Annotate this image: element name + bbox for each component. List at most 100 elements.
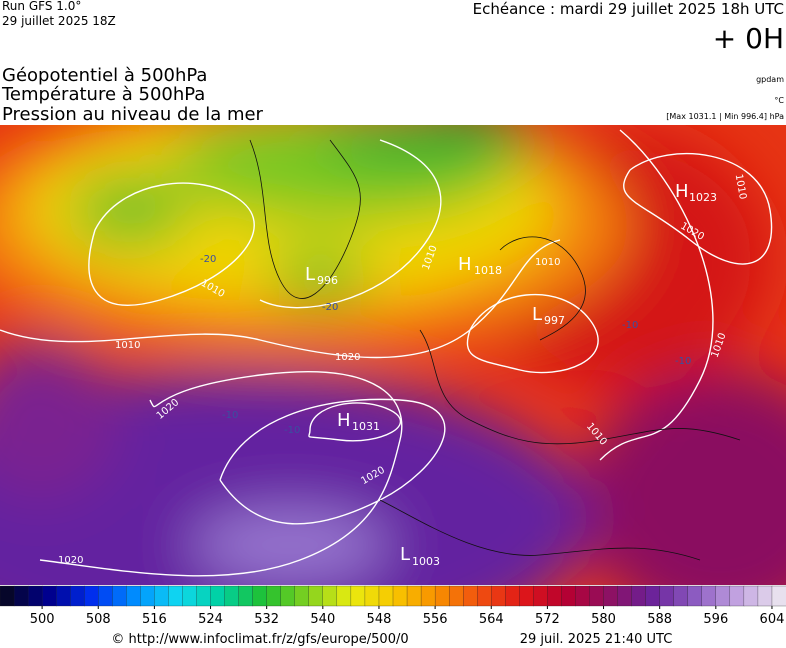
run-date: 29 juillet 2025 18Z	[2, 14, 116, 28]
colorbar-tick-label: 572	[535, 612, 560, 627]
color-swatch	[350, 585, 366, 607]
temperature-label: -10	[675, 356, 691, 367]
temperature-label: -10	[222, 410, 238, 421]
color-swatch	[406, 585, 422, 607]
color-swatch	[757, 585, 773, 607]
color-swatch	[673, 585, 689, 607]
color-swatch	[645, 585, 661, 607]
color-swatch	[70, 585, 85, 607]
color-swatch	[126, 585, 141, 607]
color-swatch	[771, 585, 786, 607]
title: Pression au niveau de la mer	[2, 104, 264, 125]
isobar-label: 1020	[58, 555, 83, 566]
center-letter: L	[305, 264, 315, 285]
color-swatch	[98, 585, 113, 607]
color-swatch	[491, 585, 506, 607]
footer-timestamp: 29 juil. 2025 21:40 UTC	[520, 632, 673, 647]
color-swatch	[617, 585, 633, 607]
pressure-centers: H 1023 L 996 H 1018 L 997 H 1031 L 1003	[305, 181, 717, 568]
color-swatch	[687, 585, 703, 607]
offset: + 0H	[713, 22, 784, 55]
coast	[249, 139, 741, 561]
temperature-label: -20	[322, 302, 338, 313]
color-swatch	[154, 585, 169, 607]
color-swatch	[0, 585, 15, 607]
center-letter: L	[400, 544, 410, 565]
footer-url: © http://www.infoclimat.fr/z/gfs/europe/…	[111, 632, 408, 647]
color-swatch	[210, 585, 226, 607]
color-swatch	[477, 585, 492, 607]
color-swatch	[196, 585, 211, 607]
color-swatch	[224, 585, 240, 607]
color-swatch	[364, 585, 380, 607]
isobar-label: 1010	[733, 173, 748, 200]
center-value: 1031	[352, 420, 380, 433]
colorbar-tick-label: 580	[591, 612, 616, 627]
colorbar-tick-label: 532	[254, 612, 279, 627]
title: Température à 500hPa	[1, 84, 205, 105]
color-swatch	[280, 585, 296, 607]
color-swatch	[238, 585, 254, 607]
isobar-label: 1020	[335, 352, 360, 363]
unit: gpdam	[756, 75, 784, 84]
color-swatch	[561, 585, 576, 607]
isobar-label: 1010	[115, 340, 140, 351]
colorbar-tick-label: 548	[367, 612, 392, 627]
color-swatch	[575, 585, 590, 607]
center-letter: L	[532, 304, 542, 325]
color-swatch	[112, 585, 127, 607]
color-swatch	[505, 585, 520, 607]
color-swatch	[631, 585, 647, 607]
temperature-label: -20	[200, 254, 216, 265]
color-swatch	[603, 585, 619, 607]
colorbar-tick-label: 508	[86, 612, 111, 627]
color-swatch	[140, 585, 155, 607]
echeance: Echéance : mardi 29 juillet 2025 18h UTC	[473, 0, 784, 18]
colorbar-tick-label: 596	[703, 612, 728, 627]
center-value: 996	[317, 274, 338, 287]
color-swatch	[13, 585, 29, 607]
color-swatch	[252, 585, 268, 607]
isobar-label: 1010	[535, 257, 560, 268]
fields	[0, 125, 786, 585]
color-swatch	[41, 585, 57, 607]
color-swatch	[463, 585, 478, 607]
color-swatch	[336, 585, 352, 607]
pressure-range: [Max 1031.1 | Min 996.4] hPa	[666, 112, 784, 121]
color-swatch	[659, 585, 675, 607]
colorbar-tick-label: 500	[30, 612, 55, 627]
color-swatch	[743, 585, 759, 607]
color-swatch	[294, 585, 310, 607]
colorbar-tick-label: 564	[479, 612, 504, 627]
isobars	[0, 129, 773, 577]
colorbar: 500 508 516 524 532 540 548 556 564 572 580 588 596 6…	[0, 585, 786, 627]
center-value: 997	[544, 314, 565, 327]
color-swatch	[434, 585, 450, 607]
color-swatch	[55, 585, 71, 607]
title: Géopotentiel à 500hPa	[2, 65, 207, 86]
color-swatch	[589, 585, 604, 607]
color-swatch	[547, 585, 562, 607]
colorbar-tick-label: 556	[423, 612, 448, 627]
color-swatch	[182, 585, 197, 607]
color-swatch	[701, 585, 717, 607]
center-value: 1018	[474, 264, 502, 277]
temperature-label: -10	[622, 320, 638, 331]
center-value: 1003	[412, 555, 440, 568]
color-swatch	[729, 585, 745, 607]
color-swatch	[168, 585, 183, 607]
center-letter: H	[458, 254, 472, 275]
colorbar-tick-label: 516	[142, 612, 167, 627]
color-swatch	[84, 585, 99, 607]
temperature-labels: -20 -20 -10 -10 -10 -10	[200, 254, 691, 436]
colorbar-tick-label: 604	[760, 612, 785, 627]
colorbar-tick-label: 524	[198, 612, 223, 627]
color-swatch	[392, 585, 408, 607]
center-letter: H	[337, 410, 351, 431]
unit: °C	[774, 96, 784, 105]
color-swatch	[519, 585, 534, 607]
color-swatch	[420, 585, 436, 607]
color-swatch	[378, 585, 394, 607]
colorbar-tick-label: 540	[310, 612, 335, 627]
